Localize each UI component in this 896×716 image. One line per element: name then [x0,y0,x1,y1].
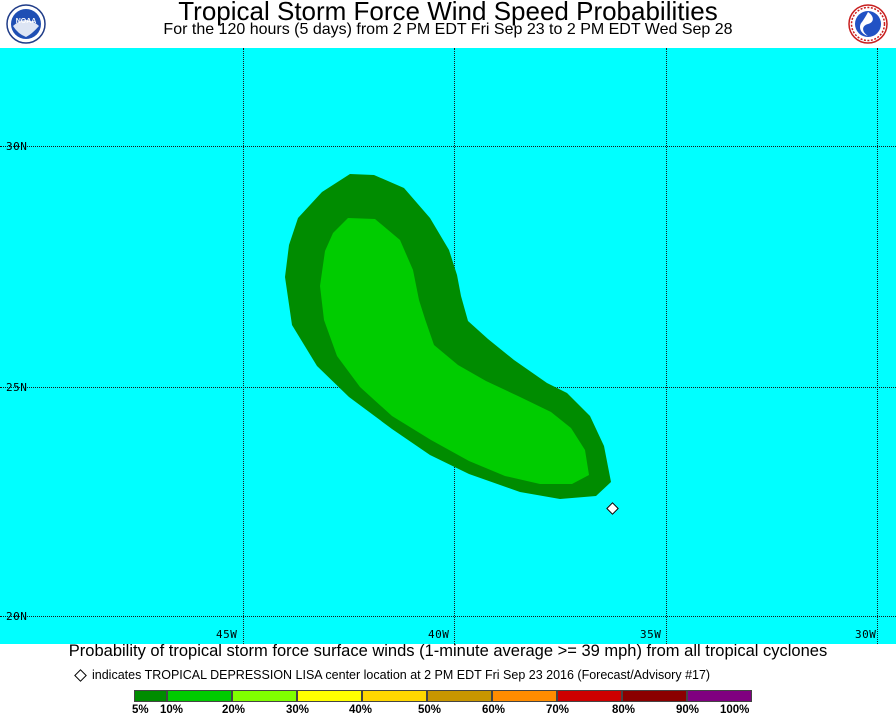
header: NOAA Tropical Storm Force Wind Speed Pro… [0,0,896,48]
legend-swatch-50 [427,690,492,702]
legend-label-80: 80% [612,704,636,716]
legend-label-30: 30% [286,704,310,716]
longitude-gridline [877,48,878,644]
legend-swatch-40 [362,690,427,702]
legend-label-10: 10% [160,704,184,716]
legend-label-90: 90% [676,704,700,716]
noaa-logo-text: NOAA [16,18,37,25]
latitude-label-25n: 25N [6,381,28,394]
probability-contours [285,174,611,499]
longitude-label-40w: 40W [428,628,450,641]
longitude-label-35w: 35W [640,628,662,641]
legend-label-5: 5% [132,704,149,716]
legend-swatch-60 [492,690,557,702]
legend-swatch-20 [232,690,297,702]
legend-label-40: 40% [349,704,373,716]
longitude-label-30w: 30W [855,628,877,641]
map-panel[interactable]: 30N 25N 20N 45W 40W 35W 30W [0,48,896,644]
noaa-logo-icon: NOAA [6,4,46,44]
legend-label-20: 20% [222,704,246,716]
map-subtitle: For the 120 hours (5 days) from 2 PM EDT… [163,21,733,38]
legend-swatch-10 [167,690,232,702]
longitude-label-45w: 45W [216,628,238,641]
legend-swatch-70 [557,690,622,702]
longitude-gridline [666,48,667,644]
marker-legend-note: indicates TROPICAL DEPRESSION LISA cente… [73,668,710,682]
probability-caption: Probability of tropical storm force surf… [68,642,828,660]
probability-region-10-20 [320,218,589,484]
latitude-gridline [0,146,896,147]
color-legend [134,690,752,702]
legend-swatch-80 [622,690,687,702]
latitude-label-20n: 20N [6,610,28,623]
legend-label-70: 70% [546,704,570,716]
legend-label-100: 100% [720,704,750,716]
longitude-gridline [243,48,244,644]
legend-swatch-30 [297,690,362,702]
legend-swatch-5 [134,690,167,702]
legend-label-60: 60% [482,704,506,716]
latitude-gridline [0,616,896,617]
legend-swatch-90 [687,690,752,702]
latitude-label-30n: 30N [6,140,28,153]
nws-logo-icon [848,4,888,44]
legend-label-50: 50% [418,704,442,716]
map-title: Tropical Storm Force Wind Speed Probabil… [178,0,718,26]
marker-note-text: indicates TROPICAL DEPRESSION LISA cente… [92,668,711,682]
diamond-icon [74,669,87,682]
